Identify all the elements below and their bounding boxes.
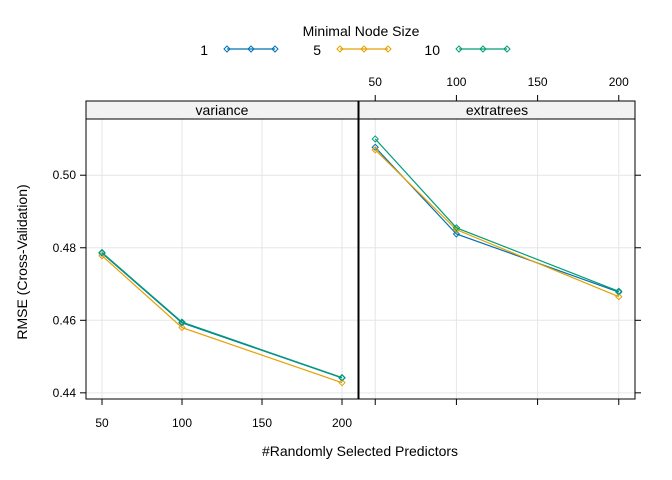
strip-label-extratrees: extratrees <box>466 102 528 118</box>
panel-extratrees: extratrees 50 100 150 200 <box>358 75 641 405</box>
legend-entry-10: 10 <box>424 42 511 58</box>
legend-marker-5-2 <box>384 45 392 53</box>
legend-marker-1-1 <box>247 45 255 53</box>
legend-marker-1-0 <box>223 45 231 53</box>
y-tick-label-1: 0.46 <box>53 313 77 327</box>
legend-label-5: 5 <box>313 42 321 58</box>
point-extratrees-1-100 <box>452 230 461 238</box>
panel-frame-extratrees <box>358 118 636 400</box>
legend-marker-5-1 <box>360 45 368 53</box>
series-line-extratrees-5 <box>374 149 619 298</box>
series-line-extratrees-1 <box>374 146 619 293</box>
series-line-variance-10 <box>101 252 343 379</box>
point-variance-10-100 <box>178 318 186 326</box>
legend-marker-10-2 <box>503 45 511 53</box>
legend-marker-5-0 <box>336 45 344 53</box>
point-variance-10-200 <box>338 373 346 382</box>
x-tick-label-top-3: 200 <box>609 75 629 89</box>
legend-marker-10-1 <box>479 45 487 53</box>
point-extratrees-5-200 <box>615 293 623 301</box>
legend-entry-5: 5 <box>313 42 392 58</box>
x-tick-label-bottom-0: 50 <box>95 416 109 430</box>
panel-frame-variance <box>85 118 359 400</box>
point-extratrees-10-100 <box>452 224 461 232</box>
legend-marker-1-2 <box>271 45 279 53</box>
x-axis-title: #Randomly Selected Predictors <box>262 443 458 459</box>
panel-variance: variance 50 100 150 200 0.44 0.46 0.48 0.50 <box>53 100 359 430</box>
legend-label-10: 10 <box>424 42 440 58</box>
panels: variance 50 100 150 200 0.44 0.46 0.48 0.50 extra… <box>53 75 641 430</box>
x-tick-label-bottom-3: 200 <box>332 416 352 430</box>
series-line-variance-5 <box>101 255 343 384</box>
series-line-variance-1 <box>101 252 343 379</box>
y-axis-title: RMSE (Cross-Validation) <box>14 184 30 339</box>
legend-title: Minimal Node Size <box>303 23 420 39</box>
x-tick-label-bottom-2: 150 <box>252 416 272 430</box>
y-tick-label-3: 0.50 <box>53 168 77 182</box>
x-tick-label-top-0: 50 <box>369 75 383 89</box>
x-tick-label-top-1: 100 <box>446 75 466 89</box>
point-extratrees-10-50 <box>371 135 379 143</box>
series-line-extratrees-10 <box>374 138 619 292</box>
y-tick-label-0: 0.44 <box>53 386 77 400</box>
legend-label-1: 1 <box>200 42 208 58</box>
point-variance-10-50 <box>98 248 106 257</box>
strip-label-variance: variance <box>196 102 249 118</box>
point-extratrees-10-200 <box>615 287 623 295</box>
legend-entries: 1 5 10 <box>200 42 511 58</box>
y-tick-label-2: 0.48 <box>53 241 77 255</box>
x-tick-label-top-2: 150 <box>528 75 548 89</box>
point-variance-1-100 <box>178 319 186 327</box>
point-variance-5-200 <box>338 378 346 387</box>
point-variance-5-100 <box>178 323 186 332</box>
legend: Minimal Node Size 1 5 10 <box>200 23 511 58</box>
x-tick-label-bottom-1: 100 <box>172 416 192 430</box>
legend-marker-10-0 <box>455 45 463 53</box>
legend-entry-1: 1 <box>200 42 279 58</box>
point-extratrees-5-50 <box>371 146 379 154</box>
